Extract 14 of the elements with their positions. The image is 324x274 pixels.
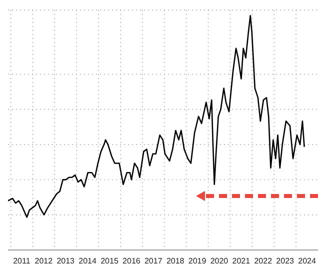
x-tick-label: 2012 (34, 256, 54, 266)
x-tick-label: 2021 (232, 256, 251, 266)
x-tick-label: 2014 (78, 256, 98, 266)
x-tick-label: 2016 (122, 256, 141, 266)
x-tick-label: 2013 (56, 256, 76, 266)
x-tick-label: 2017 (144, 256, 163, 266)
x-tick-label: 2024 (298, 256, 316, 266)
x-tick-label: 2020 (210, 256, 229, 266)
x-tick-label: 2011 (13, 256, 31, 266)
x-tick-label: 2019 (188, 256, 207, 266)
x-tick-label: 2022 (254, 256, 273, 266)
x-tick-label: 2018 (166, 256, 185, 266)
x-tick-label: 2023 (276, 256, 295, 266)
x-tick-label: 2015 (100, 256, 119, 266)
